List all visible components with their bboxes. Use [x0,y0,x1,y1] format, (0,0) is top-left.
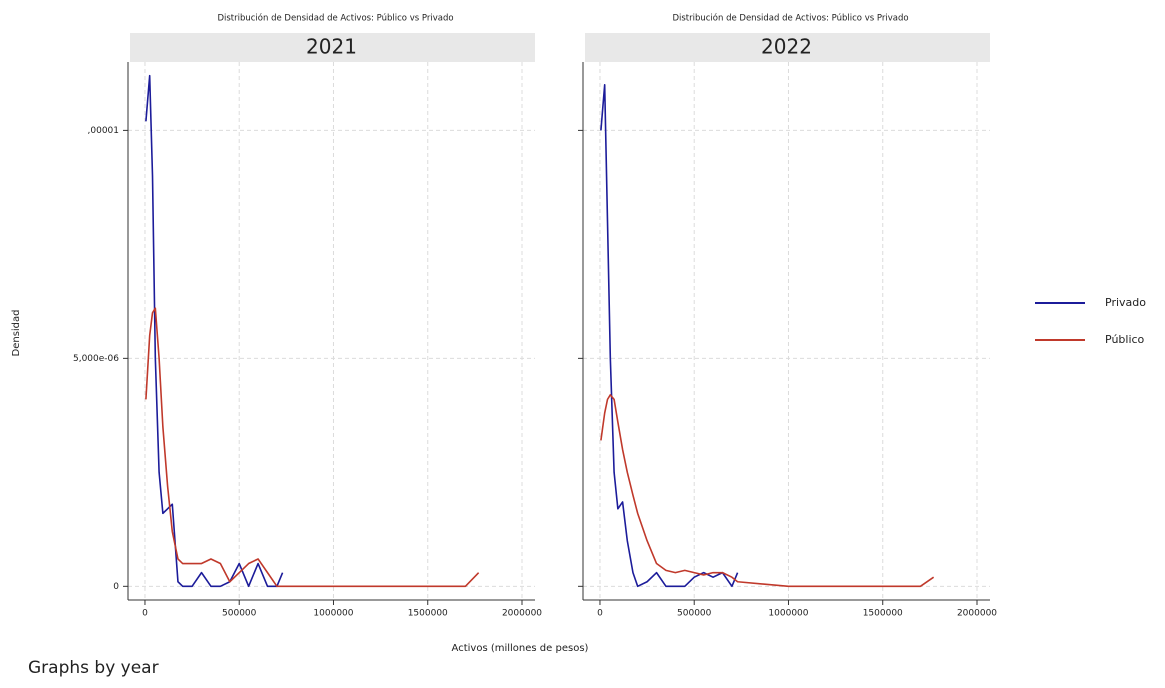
strip-label: 2022 [761,35,812,59]
x-tick-label: 1500000 [863,609,903,619]
y-axis-label: Densidad [11,309,22,356]
x-tick-label: 1000000 [313,609,353,619]
strip [130,33,535,62]
x-axis-label: Activos (millones de pesos) [452,643,589,654]
y-tick-label: 5,000e-06 [73,354,119,364]
x-tick-label: 1500000 [408,609,448,619]
x-tick-label: 500000 [222,609,257,619]
strip-label: 2021 [306,35,357,59]
x-tick-label: 2000000 [957,609,997,619]
density-line [145,74,284,588]
y-tick-label: ,00001 [88,126,120,136]
x-tick-label: 1000000 [768,609,808,619]
x-tick-label: 0 [597,609,603,619]
density-line [145,307,480,588]
strip [585,33,990,62]
panel-title: Distribución de Densidad de Activos: Púb… [217,13,453,24]
note: Graphs by year [28,658,159,678]
panel-title: Distribución de Densidad de Activos: Púb… [672,13,908,24]
legend-label: Privado [1105,296,1146,309]
density-line [600,394,935,588]
x-tick-label: 0 [142,609,148,619]
x-tick-label: 500000 [677,609,712,619]
y-tick-label: 0 [113,582,119,592]
x-tick-label: 2000000 [502,609,542,619]
legend-label: Público [1105,333,1145,346]
